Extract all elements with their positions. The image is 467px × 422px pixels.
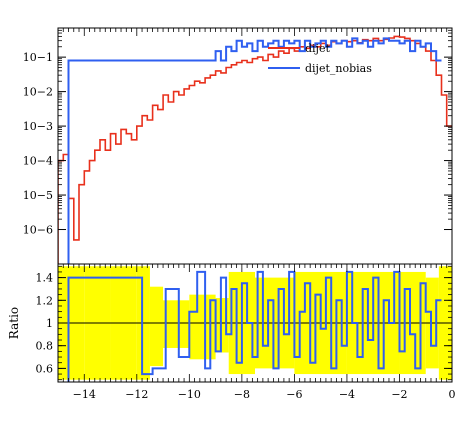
main-y-tick-label: 10−3 <box>23 120 53 133</box>
ratio-panel: 0.6 0.8 1 1.2 1.4 −14 −12 −10 −8 −6 −4 −2 0 Ratio <box>7 263 456 401</box>
ratio-y-axis-title: Ratio <box>7 307 21 339</box>
main-plot-frame <box>57 27 453 265</box>
ratio-y-tick-label: 0.6 <box>36 362 54 375</box>
x-tick-label: −4 <box>339 388 355 401</box>
x-tick-label: −14 <box>73 388 96 401</box>
ratio-band-segment <box>189 294 216 360</box>
x-tick-label: −10 <box>178 388 201 401</box>
main-panel: 10−6 10−5 10−4 10−3 10−2 10−1 dijet dijet_nob… <box>23 27 453 265</box>
ratio-y-tick-label: 1 <box>46 317 53 330</box>
ratio-series-layer <box>67 270 442 382</box>
ratio-y-tick-label: 1.4 <box>36 272 54 285</box>
legend-label-dijet-nobias: dijet_nobias <box>305 62 372 75</box>
x-tick-label: −12 <box>125 388 148 401</box>
main-y-tick-label: 10−1 <box>23 51 53 64</box>
ratio-band-segment <box>163 300 190 348</box>
x-tick-label: −6 <box>286 388 302 401</box>
main-y-tick-label: 10−6 <box>23 224 53 237</box>
main-y-axis: 10−6 10−5 10−4 10−3 10−2 10−1 <box>23 29 452 237</box>
ratio-y-tick-label: 1.2 <box>36 294 54 307</box>
series-line-dijet-nobias <box>67 37 442 264</box>
ratio-band-segment <box>149 286 164 367</box>
ratio-series-line-dijet-nobias <box>67 270 442 382</box>
main-series-layer <box>58 35 452 264</box>
x-tick-label: 0 <box>449 388 456 401</box>
ratio-y-tick-label: 0.8 <box>36 340 54 353</box>
x-tick-label: −2 <box>391 388 407 401</box>
main-y-tick-label: 10−4 <box>23 155 53 168</box>
x-tick-label: −8 <box>234 388 250 401</box>
legend-label-dijet: dijet <box>305 42 330 55</box>
main-y-tick-label: 10−2 <box>23 86 53 99</box>
series-line-dijet <box>58 35 452 264</box>
ratio-y-axis: 0.6 0.8 1 1.2 1.4 <box>36 265 452 381</box>
legend: dijet dijet_nobias <box>268 42 372 75</box>
main-x-axis <box>57 28 453 36</box>
main-y-tick-label: 10−5 <box>23 189 53 202</box>
ratio-x-axis: −14 −12 −10 −8 −6 −4 −2 0 <box>57 264 456 401</box>
